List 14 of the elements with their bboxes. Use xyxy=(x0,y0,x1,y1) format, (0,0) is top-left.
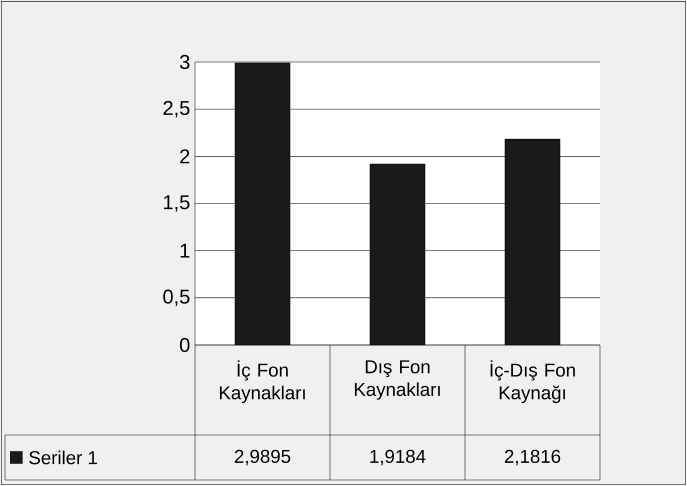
data-label: 2,9895 xyxy=(234,450,290,466)
y-tick-label: 1 xyxy=(180,244,190,258)
data-label: 1,9184 xyxy=(370,450,426,466)
y-tick-label: 2 xyxy=(180,149,190,164)
y-tick-label: 0 xyxy=(180,338,190,352)
x-tick-label: İç Fon Kaynakları xyxy=(220,360,305,404)
x-tick-label: İç-Dış Fon Kaynağı xyxy=(490,360,575,404)
y-tick-label: 3 xyxy=(180,54,190,70)
data-label: 2,1816 xyxy=(504,450,560,466)
y-tick-label: 1,5 xyxy=(164,195,190,212)
y-tick-label: 0,5 xyxy=(163,290,190,306)
x-tick-label: Dış Fon Kaynakları xyxy=(354,360,440,400)
y-tick-label: 2,5 xyxy=(163,100,190,118)
legend-label: Seriler 1 xyxy=(29,450,97,464)
